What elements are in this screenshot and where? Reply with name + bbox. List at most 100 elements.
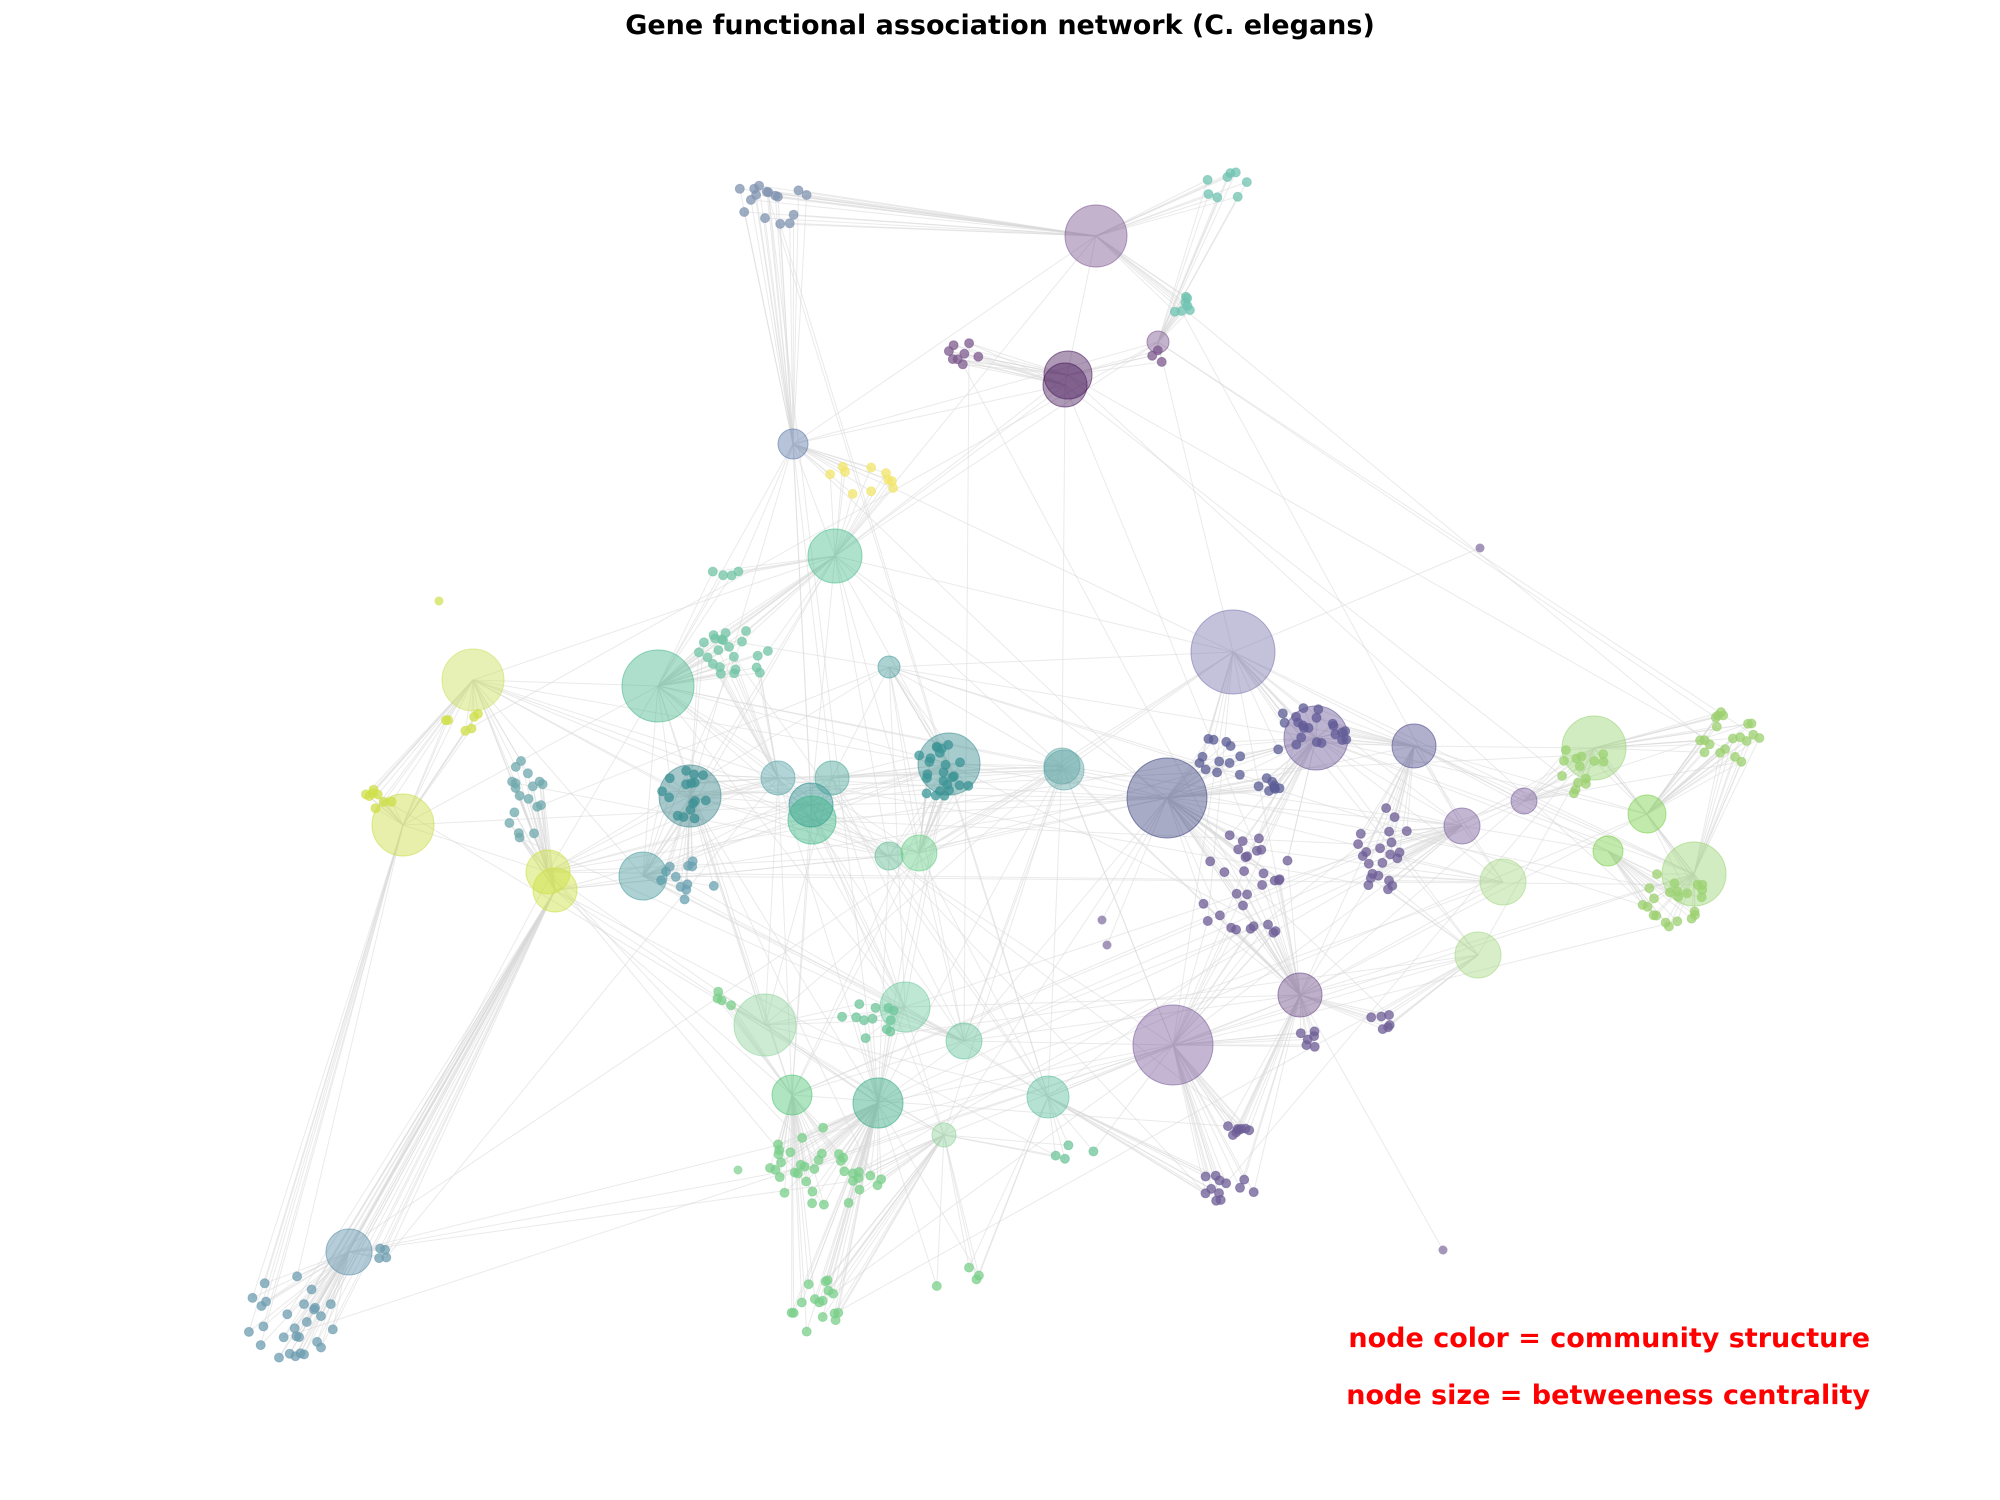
network-node <box>1059 1153 1070 1164</box>
network-node <box>689 813 700 824</box>
network-edge <box>948 763 1063 767</box>
network-node <box>294 1332 305 1343</box>
network-node <box>316 1311 326 1322</box>
network-node <box>828 1288 839 1299</box>
network-edge <box>1063 769 1301 996</box>
network-edge <box>657 443 794 687</box>
network-edge <box>764 1024 945 1136</box>
network-node <box>670 871 681 882</box>
network-edge <box>811 819 965 1042</box>
network-node <box>851 1012 862 1023</box>
network-node <box>1202 916 1213 926</box>
network-node <box>1263 919 1273 930</box>
network-edge <box>1047 1096 1212 1190</box>
network-edge <box>657 575 733 687</box>
network-node <box>1257 880 1268 890</box>
network-node <box>368 784 379 795</box>
network-node <box>1672 886 1683 897</box>
network-edge <box>1381 954 1479 1017</box>
network-node <box>1258 868 1269 879</box>
network-node <box>1479 858 1527 906</box>
network-node <box>853 1173 864 1183</box>
network-edge <box>1225 747 1595 1184</box>
network-edge <box>792 235 1097 445</box>
network-node <box>854 1184 865 1195</box>
network-node <box>1214 910 1225 921</box>
network-edge <box>402 804 812 826</box>
network-node <box>817 1312 828 1322</box>
network-node <box>1377 857 1388 868</box>
network-node <box>325 1299 336 1310</box>
network-edge <box>834 341 1159 557</box>
network-edge <box>554 819 813 891</box>
network-edge <box>834 555 1280 880</box>
network-edge <box>1063 769 1168 799</box>
network-edge <box>791 1094 803 1303</box>
network-edge <box>793 1102 879 1314</box>
network-node <box>1384 875 1394 886</box>
network-node <box>1598 756 1609 767</box>
network-edge <box>1398 745 1415 853</box>
network-edge <box>1172 651 1234 1046</box>
network-edge <box>1693 737 1760 875</box>
network-node <box>381 1252 392 1263</box>
network-node <box>534 776 545 787</box>
network-edge <box>1172 1044 1315 1048</box>
network-edge <box>260 824 404 1307</box>
network-edge <box>402 679 474 826</box>
network-edge <box>1646 813 1703 898</box>
network-node <box>698 770 709 781</box>
network-edge <box>963 797 1168 1042</box>
network-edge <box>859 1134 945 1191</box>
network-edge <box>888 651 1234 668</box>
network-edge <box>1064 235 1097 386</box>
network-edge <box>657 685 671 779</box>
network-edge <box>1095 196 1238 237</box>
network-edge <box>835 1102 879 1321</box>
network-edge <box>1593 726 1717 749</box>
network-node <box>707 566 718 577</box>
network-node <box>440 715 451 726</box>
network-node <box>1313 704 1324 715</box>
network-edge <box>1258 737 1317 839</box>
network-node <box>1231 888 1242 899</box>
network-edge <box>918 852 965 1042</box>
network-node <box>1231 924 1242 935</box>
network-edge <box>797 813 1648 1175</box>
network-edge <box>547 855 890 873</box>
network-edge <box>1047 1096 1221 1201</box>
network-edge <box>834 493 854 557</box>
network-edge <box>877 1006 906 1104</box>
network-node <box>809 1164 820 1174</box>
network-node <box>1239 1174 1250 1185</box>
network-node <box>1309 1041 1320 1052</box>
network-edge <box>764 1024 1049 1098</box>
network-edge <box>1157 341 1754 736</box>
network-edge <box>1646 813 1688 894</box>
network-edge <box>472 679 813 821</box>
network-edge <box>1172 1044 1229 1127</box>
network-node <box>1242 889 1253 900</box>
network-node <box>940 759 951 770</box>
network-node <box>299 1299 309 1310</box>
network-node <box>1256 844 1267 855</box>
network-edge <box>1593 714 1724 749</box>
network-node <box>664 773 675 784</box>
network-node <box>522 768 533 779</box>
network-edge <box>792 443 836 557</box>
network-node <box>1328 721 1339 731</box>
network-edge <box>1172 925 1254 1046</box>
network-edge <box>1172 1044 1245 1180</box>
network-node <box>1510 787 1538 815</box>
network-node <box>931 1122 957 1148</box>
network-node <box>713 645 724 656</box>
network-node <box>1381 803 1392 814</box>
network-node <box>1291 739 1302 750</box>
network-edge <box>1390 745 1415 843</box>
network-node <box>1214 756 1225 767</box>
network-edge <box>1299 881 1504 996</box>
network-node <box>1212 192 1223 203</box>
network-edge <box>1315 737 1609 852</box>
network-node <box>792 1168 803 1179</box>
network-node <box>797 1132 808 1143</box>
